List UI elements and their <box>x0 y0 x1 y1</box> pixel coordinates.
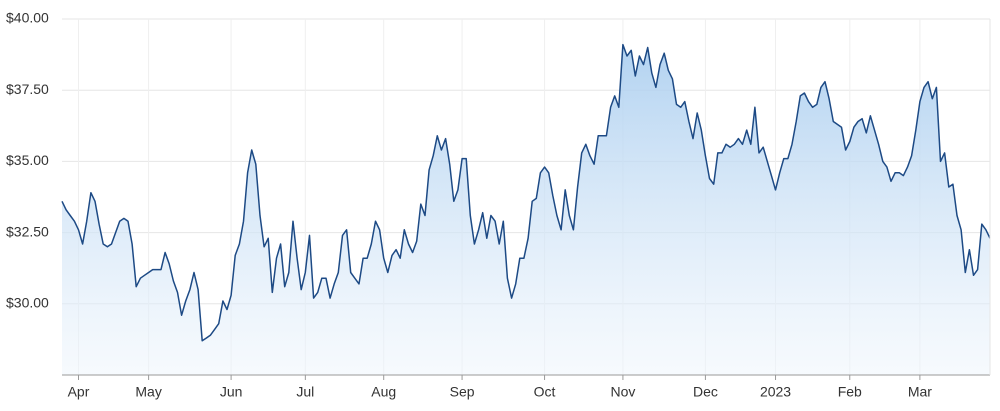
x-tick-label: 2023 <box>760 384 791 400</box>
x-tick-label: May <box>135 384 161 400</box>
x-tick-label: Jul <box>296 384 314 400</box>
area <box>62 44 990 375</box>
x-tick-label: Sep <box>450 384 475 400</box>
y-tick-label: $35.00 <box>6 152 49 168</box>
x-tick-label: Nov <box>610 384 635 400</box>
y-tick-label: $32.50 <box>6 223 49 239</box>
x-tick-label: Feb <box>838 384 862 400</box>
y-tick-label: $30.00 <box>6 295 49 311</box>
price-line <box>61 43 991 342</box>
x-tick-label: Apr <box>68 384 90 400</box>
x-tick-label: Jun <box>220 384 243 400</box>
x-tick-label: Aug <box>371 384 396 400</box>
y-tick-label: $40.00 <box>6 10 49 26</box>
y-tick-label: $37.50 <box>6 81 49 97</box>
x-tick-label: Dec <box>693 384 718 400</box>
x-tick-label: Oct <box>534 384 556 400</box>
x-tick-label: Mar <box>908 384 932 400</box>
